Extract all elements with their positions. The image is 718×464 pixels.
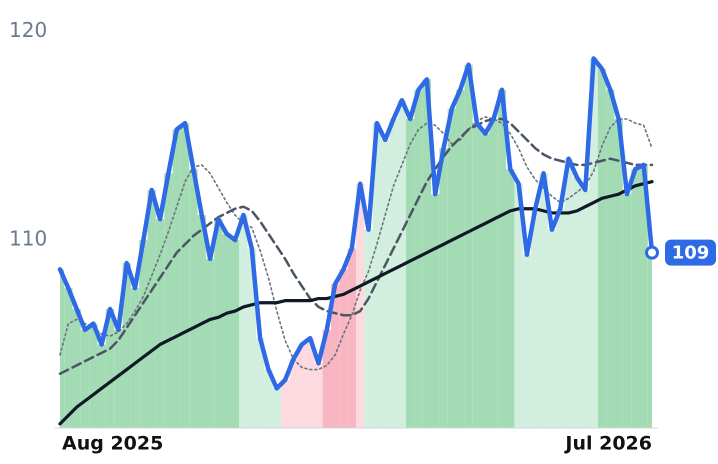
price-bar [614, 119, 623, 428]
price-bar [239, 215, 248, 428]
price-bar [180, 123, 190, 429]
price-bar [506, 169, 515, 429]
price-bar [222, 233, 231, 428]
line-price [57, 56, 655, 391]
price-bar [247, 248, 256, 428]
price-bar [547, 229, 557, 428]
price-bar [347, 248, 356, 428]
line-dotted [59, 116, 653, 371]
price-bar [489, 119, 498, 428]
price-bar [456, 89, 465, 429]
y-tick-label: 110 [9, 227, 47, 251]
price-bar [481, 133, 490, 428]
price-bar [539, 173, 548, 428]
price-bar [139, 240, 148, 428]
price-bar [356, 183, 365, 428]
price-bar [364, 229, 373, 428]
value-label: 109 [672, 243, 710, 264]
price-bar [464, 64, 473, 428]
price-bar [255, 338, 265, 428]
price-bar [297, 344, 306, 428]
line-dashed [58, 117, 654, 375]
price-bar [439, 148, 448, 429]
price-bar [622, 194, 632, 428]
price-bar [414, 89, 423, 429]
price-bar [147, 189, 156, 428]
price-bar [406, 119, 415, 428]
price-bar [431, 194, 440, 428]
price-bar [589, 58, 598, 429]
price-bar [581, 189, 590, 428]
price-bar [572, 177, 582, 428]
x-tick-label: Aug 2025 [62, 433, 163, 455]
price-bar [339, 269, 348, 428]
x-tick-label: Jul 2026 [563, 433, 652, 455]
price-bar [372, 123, 382, 429]
price-bar [381, 139, 390, 428]
price-bar [389, 119, 398, 428]
price-bar [305, 338, 315, 428]
price-bar [114, 329, 123, 428]
price-bar [155, 219, 165, 428]
last-point [645, 245, 659, 260]
line-solid [58, 180, 654, 426]
price-bar [556, 208, 565, 428]
price-bar [230, 240, 240, 428]
price-bar [97, 344, 106, 428]
price-bar [514, 183, 523, 428]
price-bar [497, 89, 507, 429]
price-bar [564, 158, 573, 429]
price-bar [597, 68, 607, 429]
price-bar [314, 363, 323, 428]
price-bar [64, 288, 73, 428]
price-bar [264, 369, 273, 428]
price-bar [322, 329, 331, 428]
price-bar [639, 164, 648, 428]
price-bar [472, 123, 482, 429]
price-bar [606, 89, 615, 429]
y-tick-label: 120 [9, 18, 47, 42]
price-bar [122, 263, 131, 428]
price-bar [205, 258, 215, 428]
price-bar [522, 254, 532, 428]
price-bar [289, 359, 298, 428]
price-bar [447, 108, 457, 428]
price-bar [89, 323, 98, 428]
price-bar [189, 169, 198, 429]
price-bar [214, 219, 223, 428]
price-bar [72, 308, 81, 428]
price-bar [172, 129, 181, 428]
price-bar [130, 288, 140, 428]
price-bar [197, 215, 206, 428]
price-bar [272, 388, 281, 428]
value-label-box [665, 239, 716, 266]
price-bar [531, 208, 540, 428]
price-bar [164, 173, 173, 428]
price-bar [631, 169, 640, 429]
price-bar [280, 379, 290, 428]
price-bar [80, 329, 90, 428]
price-bar [105, 308, 115, 428]
price-bar [647, 252, 652, 428]
